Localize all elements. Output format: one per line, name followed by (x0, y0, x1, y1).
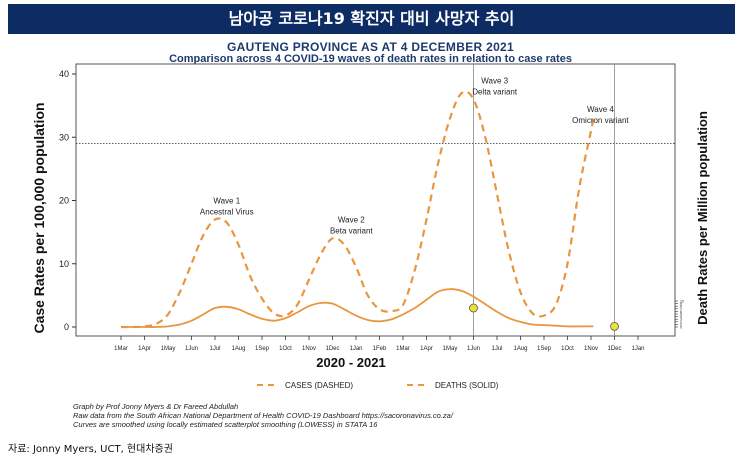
wave-2-annotation: Beta variant (330, 227, 373, 236)
y-axis-left: 0 10 20 30 40 (59, 69, 76, 332)
wave-1-annotation: Ancestral Virus (200, 208, 254, 217)
marker-layer (469, 303, 619, 331)
y-tick-label: 0 (64, 322, 69, 332)
legend-label-cases: CASES (DASHED) (285, 381, 353, 390)
source-note: 자료: Jonny Myers, UCT, 현대차증권 (8, 444, 173, 455)
x-tick-label: 1Aug (231, 346, 245, 352)
series-cases-line (120, 90, 595, 329)
x-tick-label: 1Sep (537, 346, 552, 352)
highlight-marker-1 (469, 303, 478, 313)
plot-border (75, 63, 676, 337)
x-tick-label: 1Dec (607, 346, 621, 352)
x-tick-label: 1Apr (420, 346, 433, 352)
y-right-tick-label: 0 (680, 326, 682, 330)
series-layer (120, 90, 595, 329)
x-tick-label: 1Jun (467, 346, 480, 352)
wave-2-annotation: Wave 2 (338, 216, 365, 225)
y-right-tick-label: 9 (680, 302, 682, 306)
x-tick-label: 1Nov (302, 346, 316, 352)
x-tick-label: 1Feb (373, 346, 387, 352)
highlight-marker-2 (610, 321, 619, 331)
y-axis-label-right: Death Rates per Million population (695, 111, 710, 325)
y-tick-label: 30 (59, 132, 69, 142)
wave-3-annotation: Delta variant (472, 87, 518, 96)
plot-area (75, 63, 676, 337)
y-right-tick-label: 10 (680, 300, 684, 304)
y-right-tick-label: 6 (680, 310, 682, 314)
annotation-layer: Wave 1 Ancestral Virus Wave 2 Beta variant W… (200, 76, 629, 235)
wave-4-annotation: Wave 4 (587, 105, 614, 114)
x-tick-label: 1Dec (325, 346, 339, 352)
x-axis: 1Mar 1Apr 1May 1Jun 1Jul 1Aug 1Sep 1Oct 1Nov 1Dec… (114, 336, 645, 352)
x-tick-label: 1Mar (396, 346, 410, 352)
reference-lines (76, 64, 675, 336)
x-tick-label: 1Jan (631, 346, 644, 352)
y-tick-label: 10 (59, 259, 69, 269)
x-tick-label: 1Nov (584, 346, 598, 352)
footnote-method: Curves are smoothed using locally estima… (73, 420, 378, 429)
y-right-tick-label: 8 (680, 305, 682, 309)
x-axis-label: 2020 - 2021 (316, 355, 385, 370)
x-tick-label: 1Oct (279, 346, 292, 352)
wave-3-annotation: Wave 3 (481, 76, 508, 85)
x-tick-label: 1Jun (185, 346, 198, 352)
y-right-tick-label: 7 (680, 307, 682, 311)
chart-subtitle: Comparison across 4 COVID-19 waves of de… (169, 53, 572, 65)
footnote-credit: Graph by Prof Jonny Myers & Dr Fareed Ab… (73, 402, 239, 411)
x-tick-label: 1Apr (138, 346, 151, 352)
y-right-tick-label: 2 (680, 320, 682, 324)
footnote-data-source: Raw data from the South African National… (73, 411, 453, 420)
chart-title: GAUTENG PROVINCE AS AT 4 DECEMBER 2021 (226, 40, 514, 54)
x-tick-label: 1Aug (513, 346, 527, 352)
y-tick-label: 40 (59, 69, 69, 79)
x-tick-label: 1Jul (491, 346, 502, 352)
x-tick-label: 1May (161, 346, 176, 352)
x-tick-label: 1Jan (349, 346, 362, 352)
y-right-tick-label: 4 (680, 315, 682, 319)
y-axis-label: Case Rates per 100,000 population (31, 102, 47, 333)
y-right-tick-label: 3 (680, 318, 682, 322)
wave-1-annotation: Wave 1 (213, 197, 240, 206)
chart-figure: GAUTENG PROVINCE AS AT 4 DECEMBER 2021 C… (17, 36, 724, 434)
legend: CASES (DASHED) DEATHS (SOLID) (257, 381, 499, 390)
y-right-tick-label: 1 (680, 323, 682, 327)
series-deaths-line (120, 288, 594, 328)
x-tick-label: 1Sep (255, 346, 270, 352)
wave-4-annotation: Omicron variant (572, 116, 629, 125)
page-title: 남아공 코로나19 확진자 대비 사망자 추이 (8, 4, 735, 34)
legend-label-deaths: DEATHS (SOLID) (435, 381, 499, 390)
y-tick-label: 20 (59, 196, 69, 206)
x-tick-label: 1May (443, 346, 458, 352)
y-right-tick-label: 5 (680, 313, 682, 317)
x-tick-label: 1Oct (561, 346, 574, 352)
x-tick-label: 1Mar (114, 346, 128, 352)
footnotes: Graph by Prof Jonny Myers & Dr Fareed Ab… (73, 402, 453, 429)
x-tick-label: 1Jul (209, 346, 220, 352)
